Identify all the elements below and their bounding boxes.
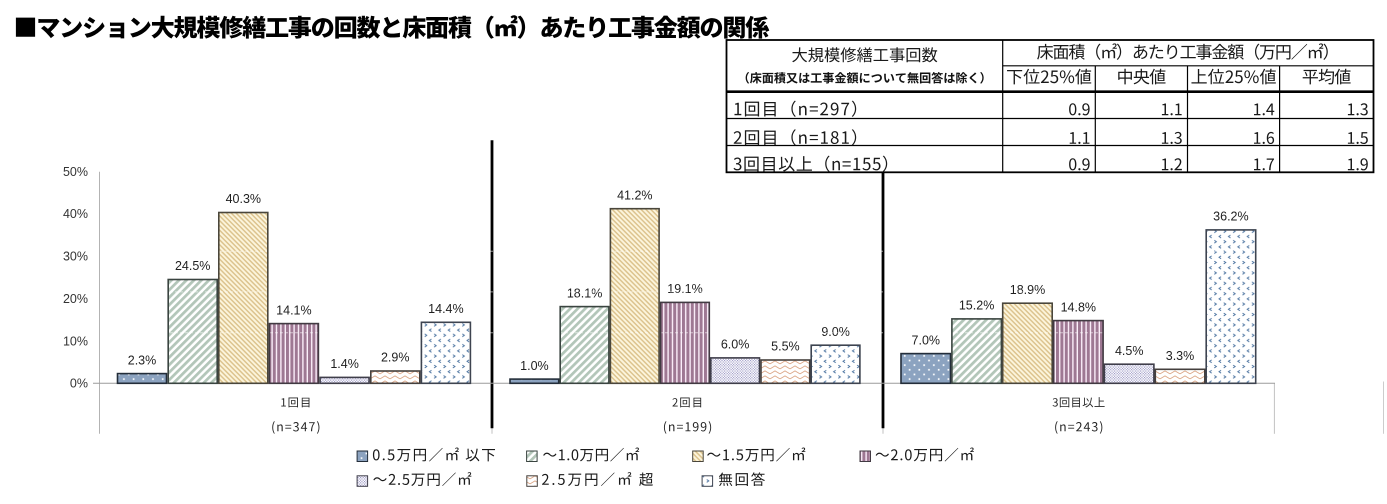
svg-text:14.4%: 14.4% bbox=[428, 302, 463, 316]
svg-text:50%: 50% bbox=[63, 165, 88, 179]
svg-text:14.1%: 14.1% bbox=[276, 303, 311, 317]
svg-text:0%: 0% bbox=[70, 377, 88, 391]
svg-text:18.1%: 18.1% bbox=[567, 286, 602, 300]
svg-text:4.5%: 4.5% bbox=[1115, 344, 1144, 358]
svg-text:24.5%: 24.5% bbox=[175, 259, 210, 273]
svg-text:6.0%: 6.0% bbox=[721, 338, 750, 352]
svg-text:18.9%: 18.9% bbox=[1010, 283, 1045, 297]
svg-text:15.2%: 15.2% bbox=[959, 299, 994, 313]
svg-text:41.2%: 41.2% bbox=[617, 188, 652, 202]
svg-text:5.5%: 5.5% bbox=[771, 340, 800, 354]
svg-text:14.8%: 14.8% bbox=[1061, 300, 1096, 314]
svg-text:1.0%: 1.0% bbox=[520, 359, 549, 373]
svg-text:36.2%: 36.2% bbox=[1213, 210, 1248, 224]
svg-text:20%: 20% bbox=[63, 292, 88, 306]
svg-text:2.9%: 2.9% bbox=[381, 351, 410, 365]
svg-text:2.3%: 2.3% bbox=[128, 353, 157, 367]
svg-text:30%: 30% bbox=[63, 250, 88, 264]
svg-text:10%: 10% bbox=[63, 334, 88, 348]
svg-text:3.3%: 3.3% bbox=[1166, 349, 1195, 363]
svg-text:9.0%: 9.0% bbox=[821, 325, 850, 339]
svg-text:19.1%: 19.1% bbox=[667, 282, 702, 296]
svg-text:40.3%: 40.3% bbox=[226, 192, 261, 206]
svg-text:7.0%: 7.0% bbox=[912, 333, 941, 347]
svg-text:40%: 40% bbox=[63, 207, 88, 221]
svg-text:1.4%: 1.4% bbox=[330, 357, 359, 371]
